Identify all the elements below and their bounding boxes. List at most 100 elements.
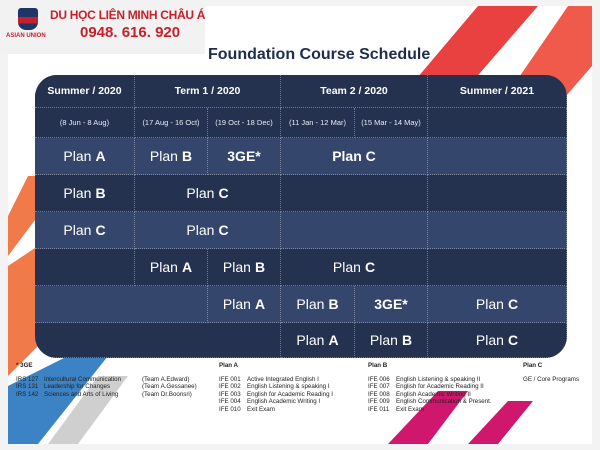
schedule-cell: Plan B <box>35 175 135 212</box>
course-field: IFE 011 <box>368 405 390 413</box>
course-row: IFE 004 English Academic Writing I <box>219 398 333 406</box>
plan-code: C <box>218 222 229 238</box>
schedule-cell: 3GE* <box>355 286 428 323</box>
course-row: IFE 009 English Communication & Present. <box>368 398 492 406</box>
date-range: (11 Jan - 12 Mar) <box>281 108 355 138</box>
course-field: Leadership for Changes <box>44 383 111 391</box>
plan-label: Plan <box>63 148 92 164</box>
course-field: Intercultural Communication <box>44 375 122 383</box>
notes-section: Plan C GE / Core Programs <box>523 362 579 383</box>
plan-code: B <box>328 296 339 312</box>
plan-code: Plan C <box>332 148 376 164</box>
course-field: English Listening & speaking II <box>396 375 481 383</box>
course-row: IFE 002 English Listening & speaking I <box>219 383 333 391</box>
course-row: IFE 001 Active Integrated English I <box>219 376 333 384</box>
empty-cell <box>428 138 567 175</box>
course-row: IRS 131 Leadership for Changes (Team A.Ges… <box>16 383 197 391</box>
plan-code: B <box>181 148 193 164</box>
empty-cell <box>428 175 567 212</box>
phone-number: 0948. 616. 920 <box>80 24 181 41</box>
graduation-cap-icon <box>18 8 38 30</box>
plan-label: Plan <box>475 296 504 312</box>
course-field: English Academic Writing I <box>247 398 321 406</box>
plan-label: Plan <box>149 148 178 164</box>
plan-label: Plan <box>369 332 398 348</box>
decor-grey-shape <box>48 376 128 444</box>
plan-label: Plan <box>63 222 92 238</box>
course-field: Exit Exam <box>247 405 275 413</box>
plan-code: A <box>328 332 339 348</box>
column-header: Summer / 2020 <box>35 75 135 108</box>
course-row: IRS 142 Sciences and Arts of Living (Team … <box>16 391 197 399</box>
schedule-cell: Plan C <box>35 212 135 249</box>
course-field: IFE 003 <box>219 390 241 398</box>
plan-label: Plan <box>149 259 178 275</box>
date-range <box>428 108 567 138</box>
course-row: IFE 006 English Listening & speaking II <box>368 376 492 384</box>
schedule-cell: Plan B <box>135 138 208 175</box>
plan-label: Plan <box>222 259 251 275</box>
date-range: (17 Aug - 16 Oct) <box>135 108 208 138</box>
schedule-cell: Plan A <box>208 286 281 323</box>
notes-section: Plan B IFE 006 English Listening & speakin… <box>368 362 492 414</box>
plan-label: Plan <box>186 222 215 238</box>
plan-label: Plan <box>296 296 325 312</box>
empty-cell <box>428 249 567 286</box>
plan-label: Plan <box>222 296 251 312</box>
decor-magenta-shape <box>468 401 533 444</box>
schedule-cell: Plan B <box>208 249 281 286</box>
logo-brand: DU HỌC LIÊN MINH CHÂU Á <box>50 8 206 22</box>
plan-code: A <box>95 148 106 164</box>
course-field: IFE 002 <box>219 383 241 391</box>
course-field: English Listening & speaking I <box>247 383 330 391</box>
schedule-cell: Plan C <box>281 249 428 286</box>
schedule-cell: Plan B <box>355 323 428 358</box>
plan-code: C <box>364 259 376 275</box>
course-field: Exit Exam <box>396 405 424 413</box>
notes-heading: Plan B <box>368 362 388 369</box>
schedule-cell: Plan C <box>428 286 567 323</box>
course-field: IFE 006 <box>368 375 390 383</box>
notes-heading: Plan A <box>219 362 239 369</box>
plan-label: Plan <box>186 185 215 201</box>
plan-label: Plan <box>63 185 92 201</box>
notes-section: * 3GE IRS 127 Intercultural Communication (… <box>16 362 197 398</box>
schedule-cell: 3GE* <box>208 138 281 175</box>
plan-code: B <box>95 185 106 201</box>
schedule-cell: Plan B <box>281 286 355 323</box>
plan-code: 3GE* <box>227 148 261 164</box>
empty-cell <box>428 212 567 249</box>
course-field: English Communication & Present. <box>396 398 492 406</box>
plan-code: C <box>507 296 519 312</box>
course-field: IFE 010 <box>219 405 241 413</box>
schedule-cell: Plan C <box>135 212 281 249</box>
plan-code: C <box>218 185 229 201</box>
logo-subtitle: ASIAN UNION <box>6 33 46 39</box>
course-field: (Team A.Edward) <box>142 375 190 383</box>
column-header: Term 1 / 2020 <box>135 75 281 108</box>
notes-section: Plan A IFE 001 Active Integrated English I… <box>219 362 333 414</box>
schedule-cell: Plan C <box>135 175 281 212</box>
plan-label: Plan <box>296 332 325 348</box>
schedule-cell: Plan A <box>35 138 135 175</box>
notes-heading: Plan C <box>523 362 543 369</box>
course-field: IFE 008 <box>368 390 390 398</box>
plan-code: C <box>507 332 519 348</box>
page-title: Foundation Course Schedule <box>208 46 431 63</box>
schedule-cell: Plan C <box>428 323 567 358</box>
empty-cell <box>35 286 208 323</box>
course-row: IFE 010 Exit Exam <box>219 406 333 414</box>
notes-heading: * 3GE <box>16 362 33 369</box>
empty-cell <box>281 175 428 212</box>
course-row: GE / Core Programs <box>523 376 579 384</box>
course-field: English for Academic Reading I <box>247 390 333 398</box>
course-field: GE / Core Programs <box>523 375 580 383</box>
course-field: English Academic Writing II <box>396 390 471 398</box>
decor-orange-shape <box>8 246 38 376</box>
course-field: IRS 142 <box>16 390 39 398</box>
plan-code: B <box>254 259 266 275</box>
course-row: IFE 008 English Academic Writing II <box>368 391 492 399</box>
date-range: (19 Oct - 18 Dec) <box>208 108 281 138</box>
schedule-table: Summer / 2020 Term 1 / 2020 Team 2 / 2020 S… <box>35 75 567 358</box>
plan-code: 3GE* <box>374 296 408 312</box>
